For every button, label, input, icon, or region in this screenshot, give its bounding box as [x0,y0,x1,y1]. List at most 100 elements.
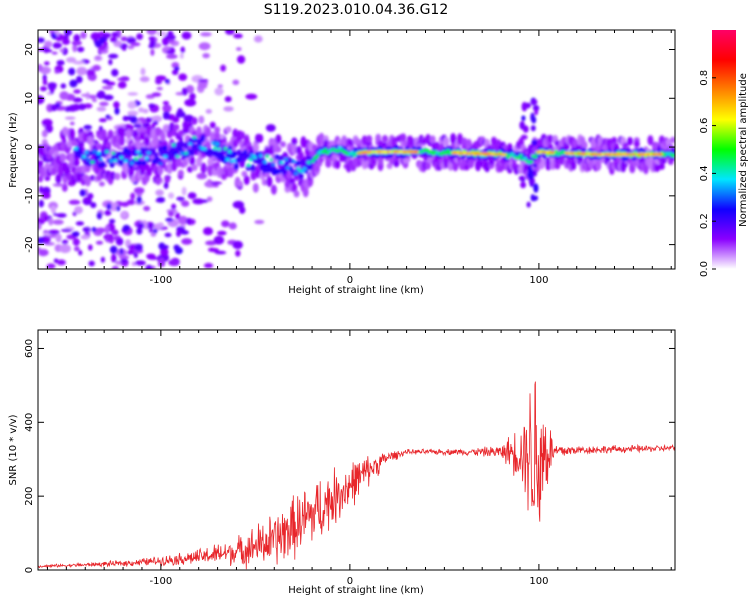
heatmap-cell [139,164,146,176]
heatmap-cell [127,245,138,249]
heatmap-cell [69,152,75,164]
heatmap-cell [658,163,665,170]
heatmap-cell [232,128,239,138]
heatmap-cell [115,237,124,246]
heatmap-cell [516,156,521,160]
heatmap-cell [182,121,189,130]
heatmap-cell [98,118,107,123]
heatmap-cell [73,146,78,150]
heatmap-cell [94,40,103,48]
heatmap-cell [214,250,227,255]
heatmap-cell [52,219,64,225]
heatmap-cell [50,104,58,112]
heatmap-cell [203,227,213,236]
heatmap-cell [654,163,661,172]
heatmap-cell [120,201,130,207]
heatmap-cell [38,222,42,230]
heatmap-cell [217,230,227,236]
heatmap-cell [96,227,106,233]
heatmap-cell [39,166,46,179]
heatmap-cell [84,196,90,202]
heatmap-cell [581,141,588,150]
heatmap-cell [518,154,523,158]
heatmap-cell [126,148,132,157]
heatmap-cell [338,153,345,162]
heatmap-cell [414,150,418,153]
heatmap-cell [180,230,190,235]
heatmap-cell [139,76,150,83]
heatmap-cell [96,212,103,220]
heatmap-cell [75,166,82,175]
heatmap-cell [44,175,51,181]
heatmap-cell [82,226,91,233]
heatmap-cell [289,177,295,185]
heatmap-cell [570,161,577,171]
snr-x-label: Height of straight line (km) [288,585,424,596]
heatmap-cell [130,192,136,200]
heatmap-cell [113,159,118,163]
heatmap-cell [92,98,97,103]
heatmap-cell [122,47,127,51]
heatmap-cell [526,201,531,208]
heatmap-cell [178,215,188,225]
heatmap-cell [98,181,105,187]
heatmap-cell [73,34,81,42]
heatmap-cell [75,172,82,182]
heatmap-cell [156,31,167,37]
heatmap-cell [162,145,168,151]
heatmap-cell [429,135,436,144]
heatmap-cell [88,260,95,267]
heatmap-cell [291,137,298,146]
heatmap-cell [60,153,66,163]
heatmap-cell [38,185,44,194]
heatmap-cell [202,53,210,59]
heatmap-cell [119,248,124,255]
heatmap-cell [78,103,86,111]
heatmap-cell [217,147,222,151]
heatmap-cell [111,253,117,263]
heatmap-cell [102,79,110,84]
heatmap-cell [143,136,150,147]
heatmap-cell [294,171,299,176]
heatmap-cell [153,228,158,234]
heatmap-cell [275,168,281,175]
heatmap-cell [146,222,155,230]
snr-y-axis: 0 200 400 600 [24,339,675,573]
heatmap-cell [127,250,133,255]
heatmap-cell [62,38,70,45]
heatmap-cell [214,126,221,134]
heatmap-cell [96,106,107,112]
heatmap-cell [38,37,45,43]
heatmap-cell [200,32,212,37]
heatmap-cell [155,175,162,186]
heatmap-cell [307,163,313,171]
heatmap-cell [121,124,134,132]
heatmap-cell [200,162,207,174]
heatmap-cell [245,93,258,100]
heatmap-cell [80,93,91,97]
heatmap-cell [88,94,97,100]
heatmap-cell [146,167,153,177]
heatmap-cell [531,139,538,147]
heatmap-cell [122,224,131,231]
heatmap-cell [68,199,81,205]
heatmap-cell [224,96,232,103]
heatmap-cell [119,156,124,160]
heatmap-cell [56,60,65,66]
heatmap-cell [166,49,175,54]
heatmap-cell [180,46,185,54]
heatmap-cell [175,155,180,159]
heatmap-cell [447,162,454,171]
heatmap-cell [198,42,211,51]
heatmap-cell [171,161,178,172]
heatmap-cell [98,157,103,162]
heatmap-cell [363,160,370,169]
heatmap-cell [164,232,172,238]
spectrogram-y-tick-label: 10 [24,92,35,105]
heatmap-cell [60,142,66,150]
heatmap-cell [96,151,101,155]
heatmap-cell [127,92,139,96]
spectrogram-x-tick-label: 100 [529,275,548,286]
heatmap-cell [120,258,128,264]
heatmap-cell [554,150,559,154]
